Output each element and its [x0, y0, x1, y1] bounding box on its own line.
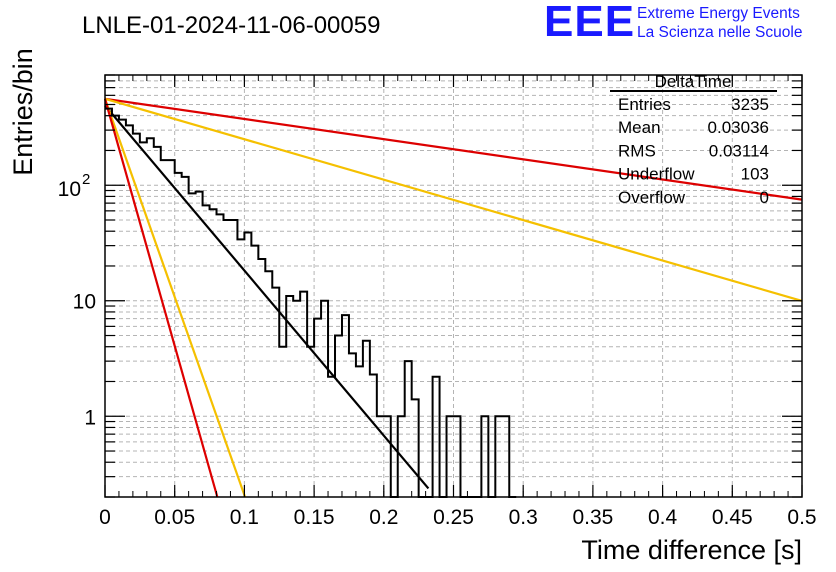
x-tick-label: 0.15	[294, 506, 335, 529]
stats-row-value: 103	[741, 165, 769, 184]
fit-line	[104, 97, 803, 303]
grid-lines	[105, 74, 802, 498]
stats-row-value: 0	[760, 188, 769, 207]
y-tick-label: 1	[84, 406, 96, 429]
x-tick-label: 0.5	[787, 506, 816, 529]
stats-row-value: 0.03036	[708, 118, 769, 137]
fit-line	[103, 98, 247, 498]
x-tick-label: 0.3	[509, 506, 538, 529]
x-tick-label: 0.05	[154, 506, 195, 529]
fit-line	[103, 98, 219, 498]
x-axis-label: Time difference [s]	[581, 535, 802, 565]
y-tick-label-exponent: 2	[82, 171, 90, 188]
chart-title: LNLE-01-2024-11-06-00059	[82, 12, 380, 39]
fit-curves	[103, 97, 803, 498]
x-tick-label: 0.4	[648, 506, 678, 529]
logo-line-2: La Scienza nelle Scuole	[637, 24, 803, 41]
stats-row-label: RMS	[618, 141, 656, 160]
fit-line	[104, 104, 430, 490]
histogram-bars	[105, 107, 517, 498]
stats-box: DeltaTime Entries 3235 Mean 0.03036 RMS 0.031…	[610, 72, 777, 207]
x-tick-labels: 0 0.05 0.1 0.15 0.2 0.25 0.3 0.35 0.4 0.45 0.5	[99, 506, 816, 529]
fit-line	[104, 97, 803, 201]
x-tick-label: 0.2	[369, 506, 398, 529]
stats-row-label: Mean	[618, 118, 661, 137]
stats-row-label: Overflow	[618, 188, 686, 207]
x-tick-label: 0.35	[572, 506, 613, 529]
y-tick-label: 10	[58, 178, 81, 201]
stats-row-value: 0.03114	[709, 141, 769, 160]
y-tick-label: 10	[73, 291, 96, 314]
x-tick-label: 0.45	[712, 506, 753, 529]
y-axis-label: Entries/bin	[8, 48, 38, 176]
stats-row-label: Entries	[618, 95, 671, 114]
stats-title: DeltaTime	[655, 72, 732, 91]
axis-ticks	[104, 74, 803, 498]
x-tick-label: 0.25	[433, 506, 474, 529]
eee-logo: EEE	[544, 0, 636, 46]
logo-line-1: Extreme Energy Events	[637, 5, 800, 22]
x-tick-label: 0.1	[230, 506, 259, 529]
stats-row-label: Underflow	[618, 165, 695, 184]
x-tick-label: 0	[99, 506, 111, 529]
stats-row-value: 3235	[731, 95, 769, 114]
